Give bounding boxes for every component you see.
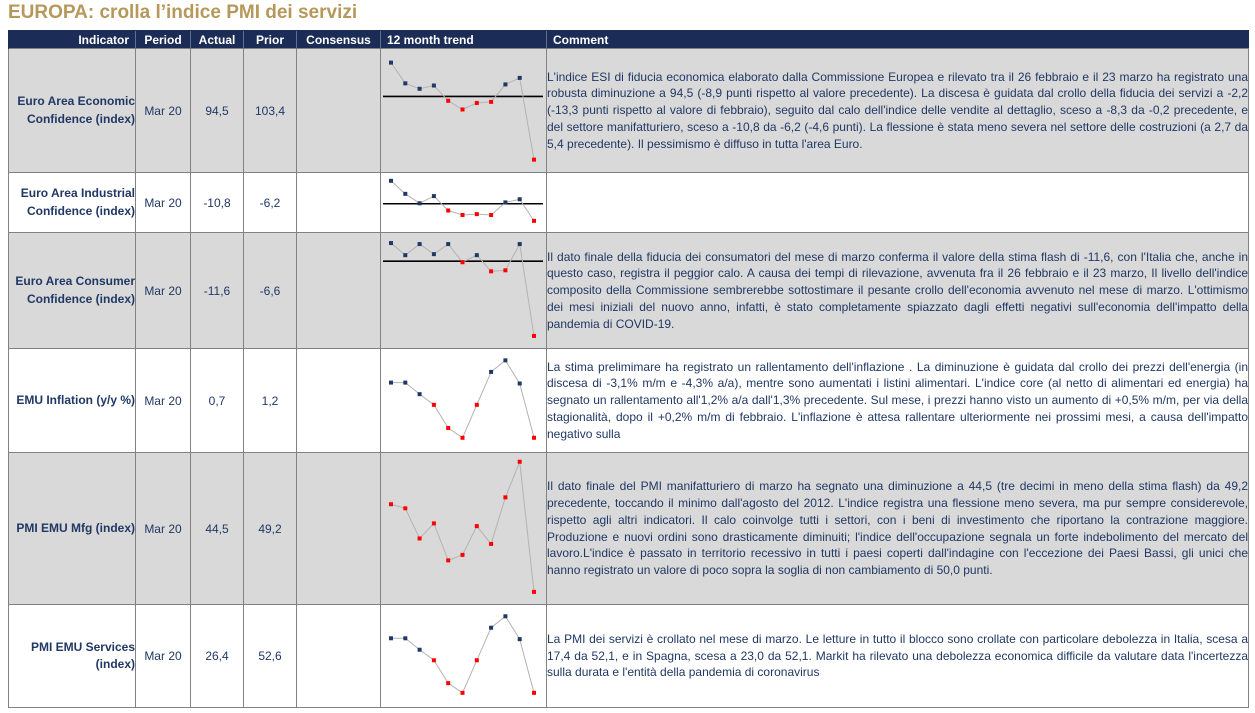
table-row: EMU Inflation (y/y %) Mar 20 0,7 1,2 La … (8, 348, 1249, 453)
indicator-name: Euro Area Industrial Confidence (index) (8, 172, 136, 233)
table-row: Euro Area Industrial Confidence (index) … (8, 172, 1249, 233)
actual-value: -11,6 (190, 232, 244, 349)
consensus-value (296, 48, 381, 173)
col-header-indicator: Indicator (8, 30, 136, 49)
page-title: EUROPA: crolla l’indice PMI dei servizi (8, 2, 358, 23)
actual-value: -10,8 (190, 172, 244, 233)
sparkline-cell (380, 232, 547, 349)
prior-value: 1,2 (243, 348, 297, 453)
sparkline-chart (383, 178, 543, 223)
sparkline-cell (380, 348, 547, 453)
indicator-name: Euro Area Economic Confidence (index) (8, 48, 136, 173)
prior-value: 49,2 (243, 452, 297, 605)
sparkline-cell (380, 48, 547, 173)
comment-text: Il dato finale del PMI manifatturiero di… (546, 452, 1249, 605)
col-header-trend: 12 month trend (380, 30, 547, 49)
sparkline-chart (389, 614, 536, 695)
period-value: Mar 20 (135, 48, 191, 173)
indicator-name: PMI EMU Mfg (index) (8, 452, 136, 605)
table-row: PMI EMU Services (index) Mar 20 26,4 52,… (8, 604, 1249, 708)
period-value: Mar 20 (135, 232, 191, 349)
consensus-value (296, 232, 381, 349)
col-header-prior: Prior (243, 30, 297, 49)
actual-value: 94,5 (190, 48, 244, 173)
consensus-value (296, 348, 381, 453)
table-row: Euro Area Economic Confidence (index) Ma… (8, 48, 1249, 173)
comment-text: La stima prelimimare ha registrato un ra… (546, 348, 1249, 453)
prior-value: 52,6 (243, 604, 297, 708)
consensus-value (296, 452, 381, 605)
consensus-value (296, 172, 381, 233)
period-value: Mar 20 (135, 452, 191, 605)
comment-text: L'indice ESI di fiducia economica elabor… (546, 48, 1249, 173)
indicator-table: Indicator Period Actual Prior Consensus … (8, 30, 1249, 708)
indicator-name: EMU Inflation (y/y %) (8, 348, 136, 453)
comment-text: La PMI dei servizi è crollato nel mese d… (546, 604, 1249, 708)
header-row: Indicator Period Actual Prior Consensus … (8, 30, 1249, 49)
sparkline-chart (383, 60, 543, 162)
sparkline-cell (380, 452, 547, 605)
col-header-actual: Actual (190, 30, 244, 49)
table-row: PMI EMU Mfg (index) Mar 20 44,5 49,2 Il … (8, 452, 1249, 605)
col-header-comment: Comment (546, 30, 1249, 49)
sparkline-chart (383, 241, 543, 338)
period-value: Mar 20 (135, 348, 191, 453)
sparkline-chart (389, 358, 536, 440)
period-value: Mar 20 (135, 172, 191, 233)
prior-value: -6,6 (243, 232, 297, 349)
sparkline-cell (380, 172, 547, 233)
prior-value: 103,4 (243, 48, 297, 173)
actual-value: 26,4 (190, 604, 244, 708)
actual-value: 0,7 (190, 348, 244, 453)
col-header-consensus: Consensus (296, 30, 381, 49)
period-value: Mar 20 (135, 604, 191, 708)
comment-text (546, 172, 1249, 233)
table-row: Euro Area Consumer Confidence (index) Ma… (8, 232, 1249, 349)
actual-value: 44,5 (190, 452, 244, 605)
indicator-name: PMI EMU Services (index) (8, 604, 136, 708)
col-header-period: Period (135, 30, 191, 49)
comment-text: Il dato finale della fiducia dei consuma… (546, 232, 1249, 349)
consensus-value (296, 604, 381, 708)
sparkline-chart (389, 459, 536, 594)
sparkline-cell (380, 604, 547, 708)
prior-value: -6,2 (243, 172, 297, 233)
indicator-name: Euro Area Consumer Confidence (index) (8, 232, 136, 349)
